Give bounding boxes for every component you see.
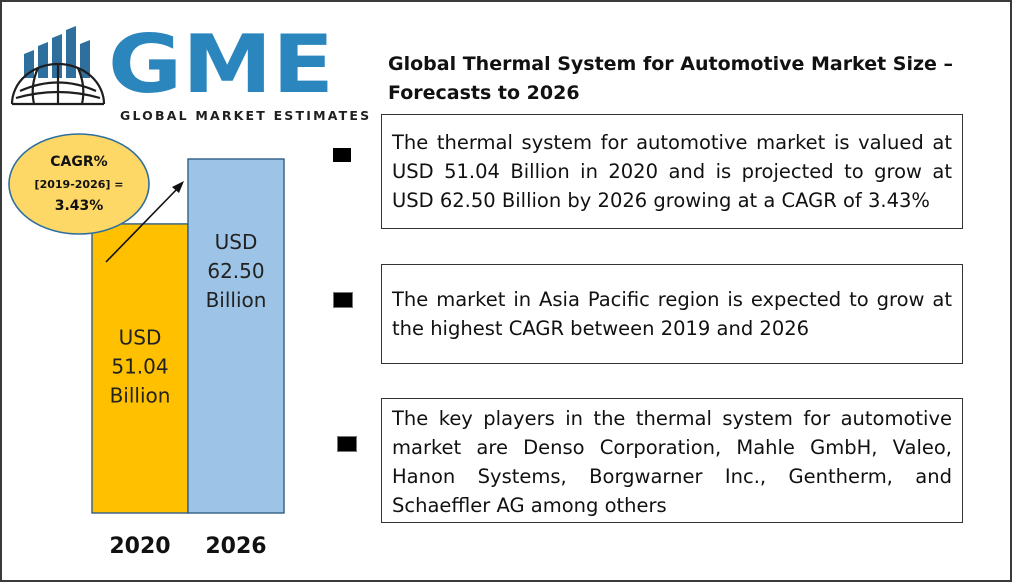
- bar-2026: [187, 158, 285, 514]
- gme-logo-mark: GME: [10, 18, 334, 111]
- logo-bars-icon: [24, 26, 90, 78]
- bullet-marker-1: [333, 148, 351, 162]
- growth-arrow-icon: [105, 181, 184, 263]
- bullet-text-3: The key players in the thermal system fo…: [392, 407, 952, 517]
- gme-logo: GME GLOBAL MARKET ESTIMATES: [8, 16, 369, 123]
- bar-label-2020-0: USD: [119, 325, 162, 349]
- bullet-text-2: The market in Asia Pacific region is exp…: [392, 288, 952, 340]
- bullet-box-2: The market in Asia Pacific region is exp…: [381, 264, 963, 364]
- cagr-badge-line2: [2019-2026] =: [35, 178, 124, 191]
- bullet-box-3: The key players in the thermal system fo…: [381, 398, 963, 523]
- bullet-marker-2: [333, 292, 353, 308]
- cagr-badge-line1: CAGR%: [50, 154, 107, 170]
- category-label-2026: 2026: [205, 534, 266, 559]
- bar-label-2020-2: Billion: [110, 383, 171, 407]
- page-title: Global Thermal System for Automotive Mar…: [388, 53, 954, 104]
- bar-2020: [91, 223, 189, 514]
- logo-tagline: GLOBAL MARKET ESTIMATES: [120, 108, 372, 123]
- bar-label-2026-2: Billion: [206, 288, 267, 312]
- bullet-marker-3: [337, 436, 357, 452]
- cagr-badge-ellipse: [8, 133, 150, 235]
- logo-letters: GME: [108, 18, 334, 111]
- bar-label-2020-1: 51.04: [111, 354, 168, 378]
- cagr-badge: CAGR% [2019-2026] = 3.43%: [8, 133, 150, 235]
- bar-label-2026-1: 62.50: [207, 259, 264, 283]
- bar-label-2026-0: USD: [215, 230, 258, 254]
- bullet-text-1: The thermal system for automotive market…: [392, 131, 952, 212]
- cagr-badge-line3: 3.43%: [55, 198, 104, 214]
- category-label-2020: 2020: [109, 534, 170, 559]
- logo-globe-icon: [10, 62, 106, 106]
- bullet-box-1: The thermal system for automotive market…: [381, 114, 963, 229]
